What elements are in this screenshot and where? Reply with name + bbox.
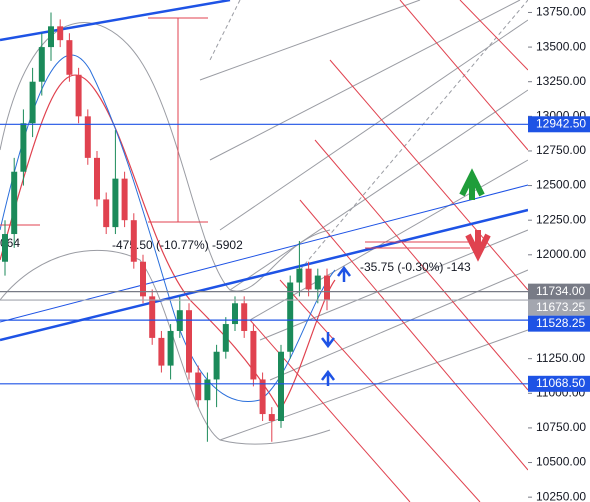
price-label-box [528, 283, 590, 300]
candle-body [84, 116, 91, 158]
candle-body [57, 26, 64, 41]
candle-body [29, 81, 36, 124]
candle-body [222, 324, 229, 352]
y-tick-label: 12500.00 [536, 178, 586, 192]
candle-body [103, 199, 110, 228]
candle-body [11, 171, 18, 235]
price-label-box [528, 315, 590, 332]
candle-body [213, 351, 220, 380]
candle-body [149, 296, 156, 338]
candle-body [186, 310, 192, 373]
price-label-box [528, 375, 590, 392]
y-tick-label: 10250.00 [536, 489, 586, 502]
candle-body [121, 178, 128, 221]
price-label: 11068.50 [536, 376, 585, 390]
candle-body [296, 268, 303, 283]
y-tick-label: 10500.00 [536, 455, 586, 469]
candle-body [94, 157, 100, 200]
candle-body [112, 178, 119, 228]
y-tick-label: 10750.00 [536, 420, 586, 434]
price-label-box [528, 299, 590, 316]
candle-body [314, 275, 321, 290]
candle-body [38, 47, 45, 82]
candle-body [2, 234, 8, 262]
price-axis [528, 0, 590, 502]
price-label: 12942.50 [536, 116, 586, 130]
y-tick-label: 12250.00 [536, 212, 586, 226]
candle-body [158, 337, 165, 366]
candle-body [287, 282, 294, 352]
candle-body [268, 414, 275, 421]
y-tick-label: 13750.00 [536, 5, 586, 19]
candle-body [305, 268, 312, 290]
candle-body [324, 275, 330, 301]
measure-label: -35.75 (-0.30%) -143 [360, 260, 471, 274]
candle-body [48, 26, 54, 48]
price-label: 11673.25 [536, 300, 585, 314]
y-tick-label: 12000.00 [536, 247, 586, 261]
candle-body [130, 220, 137, 262]
candle-body [140, 261, 146, 297]
candle-body [66, 40, 73, 75]
y-tick-label: 11250.00 [536, 351, 585, 365]
candle-body [278, 351, 284, 421]
candle-body [204, 379, 211, 401]
candle-body [232, 303, 238, 325]
measure-label: -475.50 (-10.77%) -5902 [112, 238, 243, 252]
price-label: 11734.00 [536, 284, 585, 298]
candle-body [250, 330, 257, 380]
y-tick-label: 12750.00 [536, 143, 586, 157]
candle-body [167, 330, 174, 366]
price-label-box [528, 116, 590, 133]
y-tick-label: 13250.00 [536, 74, 586, 88]
candle-body [20, 123, 27, 172]
candle-body [75, 74, 82, 117]
candle-body [259, 379, 266, 415]
y-tick-label: 13500.00 [536, 39, 586, 53]
drawings [0, 0, 529, 502]
price-label: 11528.25 [536, 316, 585, 330]
candle-body [241, 303, 248, 331]
candle-body [195, 372, 202, 401]
